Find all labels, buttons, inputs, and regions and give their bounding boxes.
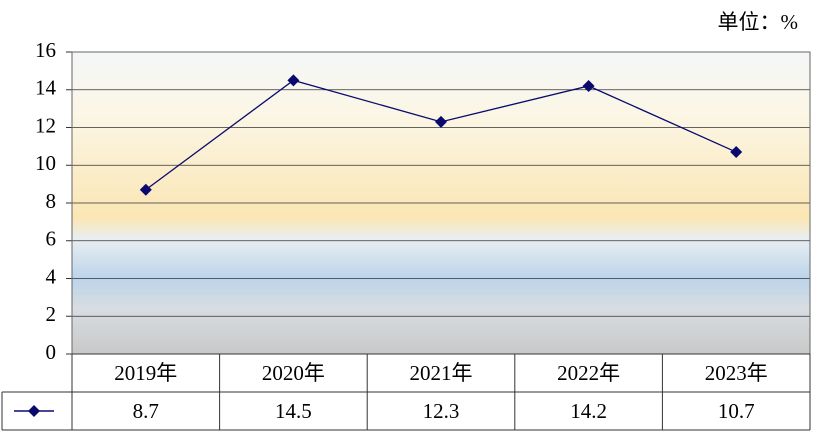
table-value: 14.5 [275,399,312,423]
y-tick-label: 0 [46,340,57,364]
legend-marker [28,405,40,417]
x-tick-label: 2021年 [410,361,473,385]
x-tick-label: 2020年 [262,361,325,385]
x-tick-label: 2022年 [557,361,620,385]
y-tick-label: 6 [46,227,57,251]
x-tick-label: 2019年 [114,361,177,385]
y-tick-label: 10 [35,151,56,175]
table-value: 14.2 [570,399,607,423]
y-tick-label: 16 [35,38,56,62]
point-marker [139,183,152,196]
y-tick-label: 8 [46,189,57,213]
y-tick-label: 4 [46,264,57,288]
point-marker [582,79,595,92]
unit-label: 单位：% [718,10,799,34]
y-tick-label: 2 [46,302,57,326]
y-tick-label: 14 [35,76,57,100]
point-marker [730,146,743,159]
point-marker [435,115,447,128]
table-value: 8.7 [133,399,159,423]
table-value: 12.3 [423,399,460,423]
x-tick-label: 2023年 [705,361,768,385]
y-tick-label: 12 [35,113,56,137]
table-value: 10.7 [718,399,755,423]
point-marker [287,74,300,87]
